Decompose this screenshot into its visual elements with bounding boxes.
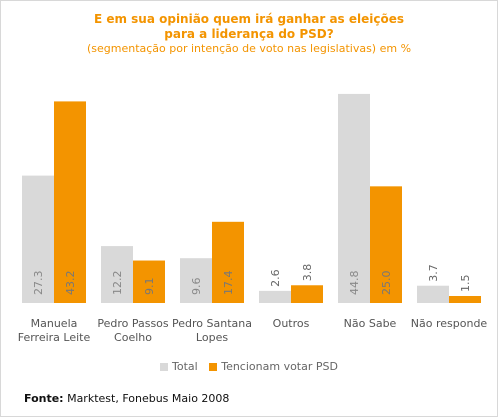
value-label-total-0: 27.3 — [32, 271, 45, 296]
value-label-total-5: 3.7 — [427, 264, 440, 282]
value-label-psd-1: 9.1 — [143, 278, 156, 296]
bar-total-5 — [417, 285, 449, 303]
bar-psd-5 — [449, 296, 481, 303]
category-label-5-0: Não responde — [411, 317, 488, 330]
legend-label-total: Total — [172, 360, 198, 373]
bar-psd-4 — [370, 186, 402, 303]
chart-title-line-1: E em sua opinião quem irá ganhar as elei… — [93, 12, 405, 26]
category-label-2-1: Lopes — [196, 331, 228, 344]
legend-label-psd: Tencionam votar PSD — [221, 360, 338, 373]
value-label-psd-4: 25.0 — [380, 271, 393, 296]
value-label-total-2: 9.6 — [190, 278, 203, 296]
chart-subtitle: (segmentação por intenção de voto nas le… — [86, 42, 412, 55]
bar-psd-1 — [133, 260, 165, 303]
legend-item-psd: Tencionam votar PSD — [209, 360, 338, 373]
source-note: Fonte: Marktest, Fonebus Maio 2008 — [24, 392, 229, 405]
category-label-0-1: Ferreira Leite — [18, 331, 91, 344]
bar-psd-0 — [54, 101, 86, 304]
bar-total-1 — [101, 246, 133, 303]
value-label-psd-2: 17.4 — [222, 271, 235, 296]
category-label-4-0: Não Sabe — [344, 317, 397, 330]
category-label-3-0: Outros — [273, 317, 310, 330]
value-label-psd-5: 1.5 — [459, 275, 472, 293]
bar-psd-3 — [291, 285, 323, 303]
bar-total-2 — [180, 258, 212, 303]
legend-swatch-total — [160, 362, 169, 371]
value-label-total-4: 44.8 — [348, 271, 361, 296]
chart-title-line-2: para a liderança do PSD? — [164, 27, 334, 41]
bar-total-3 — [259, 290, 291, 303]
category-label-1-1: Coelho — [114, 331, 152, 344]
value-label-psd-3: 3.8 — [301, 264, 314, 282]
chart-title-block: E em sua opinião quem irá ganhar as elei… — [0, 12, 498, 56]
category-label-1-0: Pedro Passos — [97, 317, 169, 330]
bar-psd-2 — [212, 221, 244, 303]
source-label: Fonte: — [24, 392, 64, 405]
legend: Total Tencionam votar PSD — [0, 360, 498, 374]
value-label-psd-0: 43.2 — [64, 271, 77, 296]
value-label-total-1: 12.2 — [111, 271, 124, 296]
category-label-0-0: Manuela — [31, 317, 78, 330]
value-label-total-3: 2.6 — [269, 269, 282, 287]
legend-item-total: Total — [160, 360, 198, 373]
source-text: Marktest, Fonebus Maio 2008 — [63, 392, 230, 405]
bar-total-0 — [22, 175, 54, 303]
legend-swatch-psd — [209, 362, 218, 371]
bar-total-4 — [338, 93, 370, 303]
category-label-2-0: Pedro Santana — [172, 317, 252, 330]
